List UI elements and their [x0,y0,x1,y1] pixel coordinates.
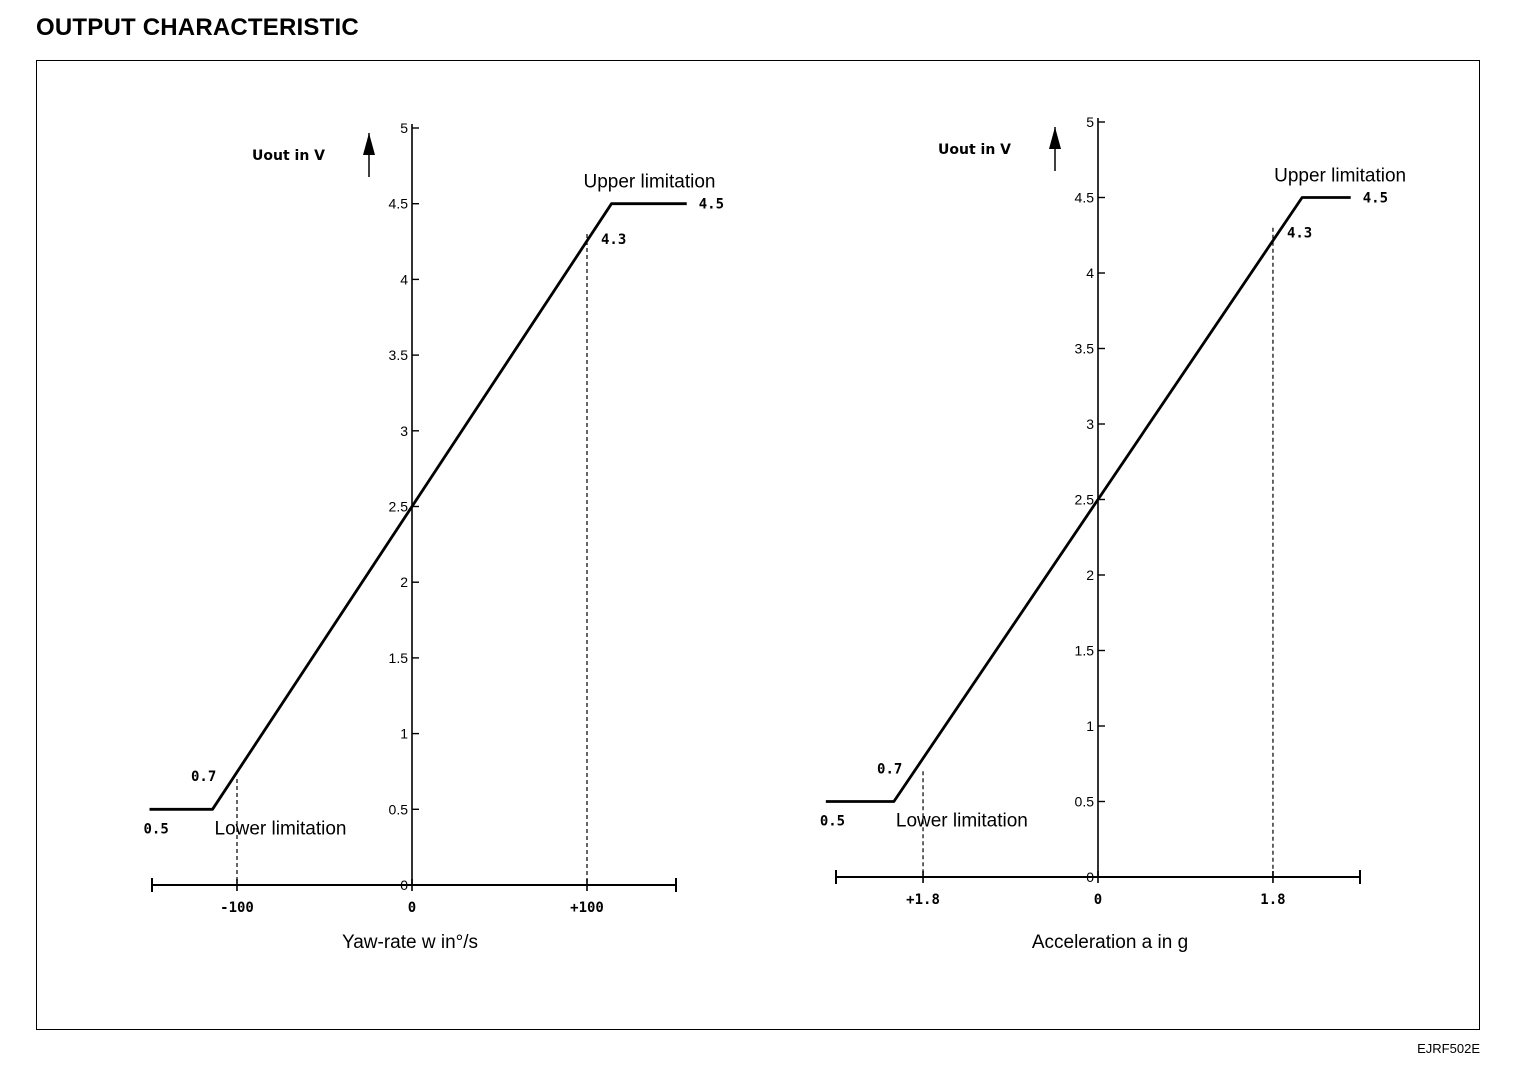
marker-label-high: 4.3 [601,232,626,248]
y-tick-label: 3.5 [389,347,409,363]
y-tick-label: 1 [1086,718,1094,734]
x-tick-label: +1.8 [906,892,940,908]
y-tick-label: 4 [400,271,408,287]
lower-limitation-label: Lower limitation [896,811,1028,832]
lower-limitation-label: Lower limitation [215,818,347,839]
y-axis-title: Uout in V [252,148,325,164]
y-tick-label: 5 [1086,114,1094,130]
chart-acceleration: 0 0.5 1 1.5 2 2.5 3 3.5 4 4.5 5 +1.8 0 1.8 Uout in V Ac… [820,114,1406,953]
plateau-high-label: 4.5 [1363,191,1388,207]
y-tick-label: 3 [1086,416,1094,432]
upper-limitation-label: Upper limitation [1274,166,1406,187]
x-tick-label: +100 [570,900,604,916]
y-tick-label: 0 [1086,869,1094,885]
upper-limitation-label: Upper limitation [584,172,716,193]
plateau-high-label: 4.5 [699,197,724,213]
x-tick-label: -100 [220,900,254,916]
x-tick-label: 0 [408,900,416,916]
marker-label-low: 0.7 [877,761,902,777]
output-line [149,202,687,811]
y-tick-label: 0 [400,877,408,893]
y-tick-label: 3.5 [1075,341,1095,357]
marker-label-low: 0.7 [191,769,216,785]
output-line [825,196,1351,803]
page-title: OUTPUT CHARACTERISTIC [36,14,359,41]
y-tick-label: 2.5 [389,499,409,515]
y-tick-label: 4 [1086,265,1094,281]
up-arrow-head-icon [363,133,375,155]
up-arrow-head-icon [1049,127,1061,149]
plateau-low-label: 0.5 [144,821,169,837]
y-tick-label: 2 [1086,567,1094,583]
figure-code: EJRF502E [1417,1041,1480,1056]
y-tick-label: 2.5 [1075,492,1095,508]
x-axis-title: Acceleration a in g [1032,932,1188,953]
y-tick-label: 0.5 [389,801,409,817]
y-tick-label: 1.5 [389,650,409,666]
chart-yaw-rate: 0 0.5 1 1.5 2 2.5 3 3.5 4 4.5 5 -100 0 +100 Uout in V Y… [144,120,725,953]
y-axis-title: Uout in V [938,142,1011,158]
y-tick-label: 1.5 [1075,643,1095,659]
x-tick-label: 1.8 [1260,892,1285,908]
marker-label-high: 4.3 [1287,226,1312,242]
y-tick-label: 4.5 [1075,190,1095,206]
y-tick-label: 3 [400,423,408,439]
y-tick-label: 1 [400,726,408,742]
plateau-low-label: 0.5 [820,814,845,830]
x-axis-title: Yaw-rate w in°/s [342,932,478,953]
y-tick-label: 0.5 [1075,794,1095,810]
y-tick-label: 4.5 [389,196,409,212]
x-tick-label: 0 [1094,892,1102,908]
y-tick-label: 5 [400,120,408,136]
figure-frame [36,60,1480,1030]
y-tick-label: 2 [400,574,408,590]
